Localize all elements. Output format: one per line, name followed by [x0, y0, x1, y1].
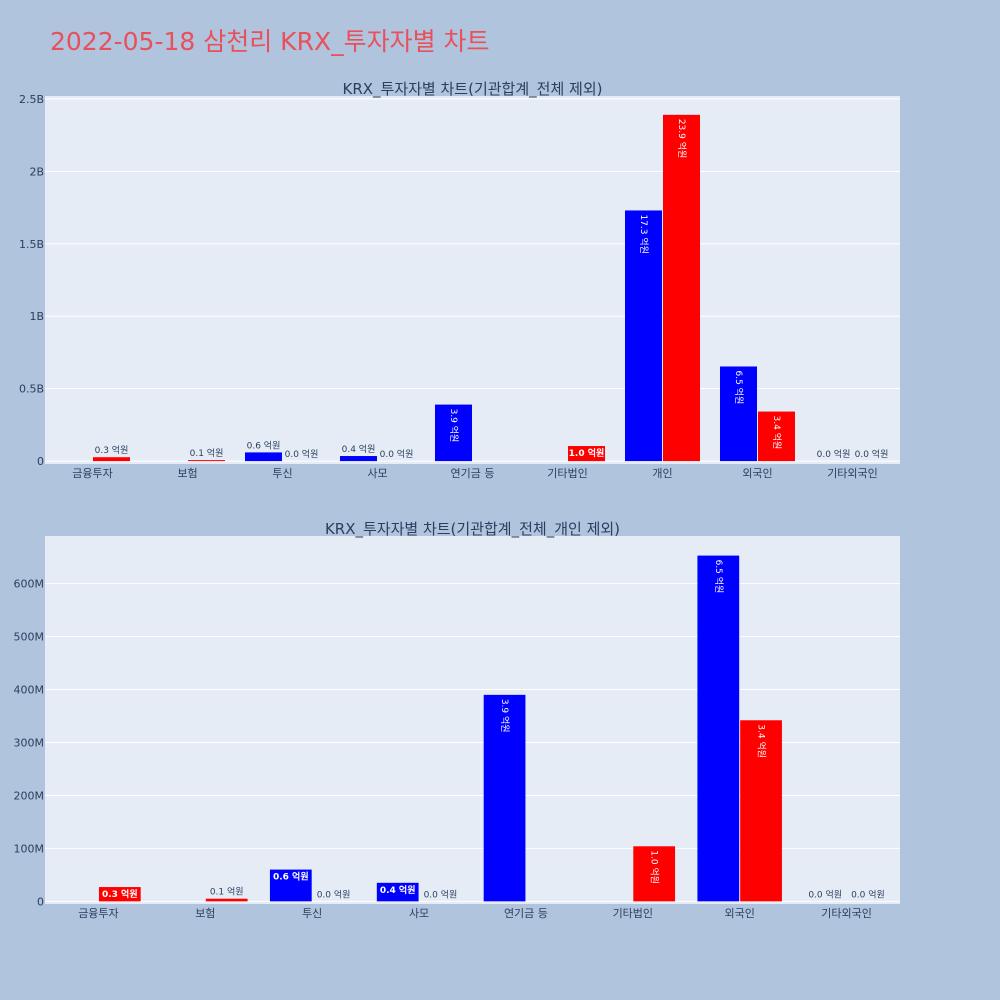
data-label: 0.4 억원	[380, 884, 416, 896]
data-label: 3.4 억원	[756, 724, 768, 758]
x-tick-label: 외국인	[725, 907, 755, 920]
x-tick-label: 금융투자	[78, 907, 118, 920]
x-tick-label: 투신	[272, 467, 292, 480]
chart-top: KRX_투자자별 차트(기관합계_전체 제외) 0 0.5B 1B 1.5B 2B 2.5B…	[19, 80, 900, 480]
data-label: 0.3 억원	[102, 888, 138, 900]
page-title: 2022-05-18 삼천리 KRX_투자자별 차트	[50, 27, 490, 56]
x-tick-label: 사모	[367, 467, 387, 480]
y-tick-label: 0	[37, 895, 44, 908]
y-tick-label: 100M	[14, 842, 45, 855]
bar	[633, 846, 676, 902]
data-label: 0.1 억원	[190, 447, 224, 459]
y-tick-label: 400M	[14, 684, 45, 697]
x-tick-label: 연기금 등	[451, 467, 495, 480]
data-label: 0.0 억원	[855, 448, 889, 460]
bar	[269, 869, 312, 902]
data-label: 0.0 억원	[380, 448, 414, 460]
bar	[98, 887, 141, 902]
chart-bottom: KRX_투자자별 차트(기관합계_전체_개인 제외) 0 100M 200M 300M 4…	[14, 520, 900, 920]
x-tick-label: 연기금 등	[504, 907, 548, 920]
data-label: 17.3 억원	[638, 214, 650, 253]
data-label: 3.4 억원	[771, 416, 783, 450]
data-label: 0.0 억원	[285, 448, 319, 460]
chart-title: KRX_투자자별 차트(기관합계_전체_개인 제외)	[325, 520, 620, 539]
x-tick-label: 기타법인	[613, 907, 653, 920]
y-tick-label: 600M	[14, 578, 45, 591]
bar	[188, 460, 225, 462]
data-label: 3.9 억원	[448, 409, 460, 443]
data-label: 0.0 억원	[317, 888, 351, 900]
y-tick-label: 1B	[29, 310, 44, 323]
plot-area	[45, 96, 900, 464]
bar	[663, 114, 700, 462]
bar	[376, 882, 419, 902]
y-tick-label: 300M	[14, 737, 45, 750]
y-tick-label: 2.5B	[19, 93, 44, 106]
x-tick-label: 기타외국인	[827, 467, 878, 480]
data-label: 0.4 억원	[342, 443, 376, 455]
data-label: 6.5 억원	[733, 370, 745, 404]
x-tick-label: 기타법인	[547, 467, 587, 480]
y-tick-label: 2B	[29, 165, 44, 178]
data-label: 1.0 억원	[649, 850, 661, 884]
x-tick-label: 보험	[177, 467, 197, 480]
data-label: 0.1 억원	[210, 886, 244, 898]
data-label: 0.0 억원	[808, 888, 842, 900]
bar	[93, 457, 130, 462]
y-tick-label: 200M	[14, 789, 45, 802]
data-label: 0.0 억원	[851, 888, 885, 900]
data-label: 0.0 억원	[424, 888, 458, 900]
x-tick-label: 기타외국인	[821, 907, 872, 920]
y-tick-label: 1.5B	[19, 238, 44, 251]
bar	[435, 404, 472, 462]
data-label: 3.9 억원	[499, 699, 511, 733]
bar	[245, 452, 282, 462]
data-label: 23.9 억원	[676, 119, 688, 158]
data-label: 0.6 억원	[247, 439, 281, 451]
bar	[758, 411, 795, 462]
x-tick-label: 금융투자	[72, 467, 112, 480]
x-tick-label: 투신	[302, 907, 322, 920]
bar	[340, 456, 377, 462]
data-label: 0.3 억원	[95, 444, 129, 456]
data-label: 6.5 억원	[713, 560, 725, 594]
x-tick-label: 사모	[409, 907, 429, 920]
data-label: 0.0 억원	[817, 448, 851, 460]
x-tick-label: 개인	[652, 467, 672, 480]
bar	[568, 446, 605, 462]
x-tick-label: 보험	[195, 907, 215, 920]
bar	[720, 366, 757, 462]
data-label: 0.6 억원	[273, 871, 309, 883]
chart-title: KRX_투자자별 차트(기관합계_전체 제외)	[343, 80, 603, 99]
bar	[740, 720, 782, 902]
bar	[483, 694, 526, 902]
x-tick-label: 외국인	[742, 467, 772, 480]
bar	[697, 555, 740, 902]
y-tick-label: 500M	[14, 631, 45, 644]
bar	[625, 210, 662, 462]
y-tick-label: 0	[37, 455, 44, 468]
bar	[205, 898, 248, 902]
data-label: 1.0 억원	[569, 447, 605, 459]
y-tick-label: 0.5B	[19, 383, 44, 396]
